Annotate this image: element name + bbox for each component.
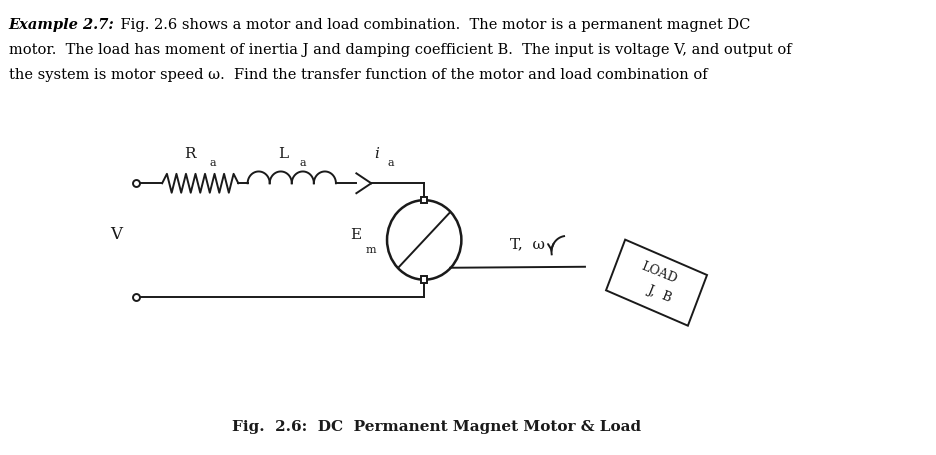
Bar xyxy=(421,197,427,203)
Text: a: a xyxy=(300,158,306,168)
Text: R: R xyxy=(184,147,196,162)
Text: a: a xyxy=(210,158,216,168)
Text: E: E xyxy=(350,228,361,242)
Polygon shape xyxy=(606,240,707,326)
Text: i: i xyxy=(374,147,379,162)
Text: Fig.  2.6:  DC  Permanent Magnet Motor & Load: Fig. 2.6: DC Permanent Magnet Motor & Lo… xyxy=(232,420,641,434)
Text: T,  ω: T, ω xyxy=(510,237,545,251)
Text: V: V xyxy=(110,227,122,243)
Text: Fig. 2.6 shows a motor and load combination.  The motor is a permanent magnet DC: Fig. 2.6 shows a motor and load combinat… xyxy=(102,18,750,32)
Text: m: m xyxy=(366,245,376,255)
Text: the system is motor speed ω.  Find the transfer function of the motor and load c: the system is motor speed ω. Find the tr… xyxy=(8,68,708,82)
Text: motor.  The load has moment of inertia J and damping coefficient B.  The input i: motor. The load has moment of inertia J … xyxy=(8,43,792,57)
Text: L: L xyxy=(278,147,288,162)
Text: a: a xyxy=(388,158,394,168)
Text: Example 2.7:: Example 2.7: xyxy=(8,18,114,32)
Bar xyxy=(421,277,427,283)
Text: J,  B: J, B xyxy=(645,283,674,305)
Text: LOAD: LOAD xyxy=(639,260,680,286)
